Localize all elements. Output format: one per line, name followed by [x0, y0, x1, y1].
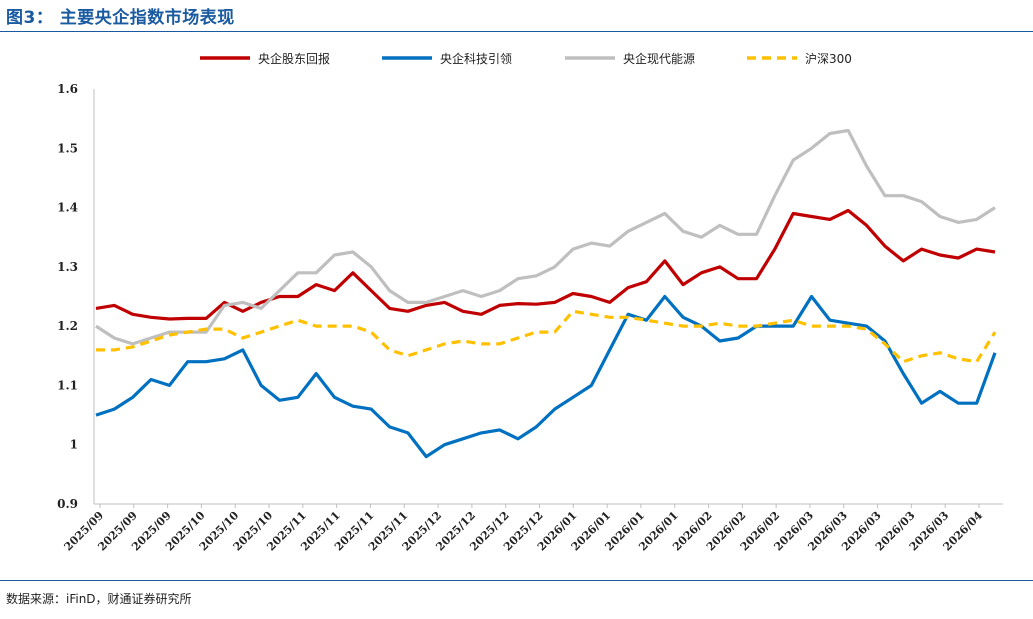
- y-tick-label: 1.3: [57, 260, 78, 274]
- legend-label: 央企现代能源: [623, 51, 695, 66]
- y-tick-label: 1.5: [57, 141, 78, 155]
- y-tick-label: 1.2: [57, 319, 78, 333]
- chart-legend: 央企股东回报 央企科技引领 央企现代能源 沪深300: [200, 51, 852, 66]
- series-line: [95, 208, 996, 321]
- legend-label: 央企科技引领: [440, 51, 512, 66]
- legend-label: 沪深300: [805, 52, 852, 66]
- data-source-note: 数据来源：iFinD，财通证券研究所: [6, 592, 192, 606]
- series-line: [96, 309, 997, 364]
- legend-label: 央企股东回报: [258, 51, 330, 66]
- y-tick-label: 1.1: [57, 378, 78, 392]
- y-tick-label: 1.6: [57, 82, 78, 96]
- y-tick-label: 1.4: [57, 201, 78, 215]
- bottom-rule: [0, 580, 1033, 581]
- series-line: [95, 294, 997, 459]
- y-tick-label: 1: [70, 438, 78, 452]
- chart-series: [95, 128, 997, 459]
- figure-title: 图3： 主要央企指数市场表现: [6, 8, 235, 28]
- y-tick-label: 0.9: [57, 497, 78, 511]
- series-line: [95, 128, 996, 346]
- line-chart: 央企股东回报 央企科技引领 央企现代能源 沪深300 0.9 1 1.1 1.2 1.3 1.4…: [57, 51, 1003, 553]
- top-rule: [0, 31, 1033, 32]
